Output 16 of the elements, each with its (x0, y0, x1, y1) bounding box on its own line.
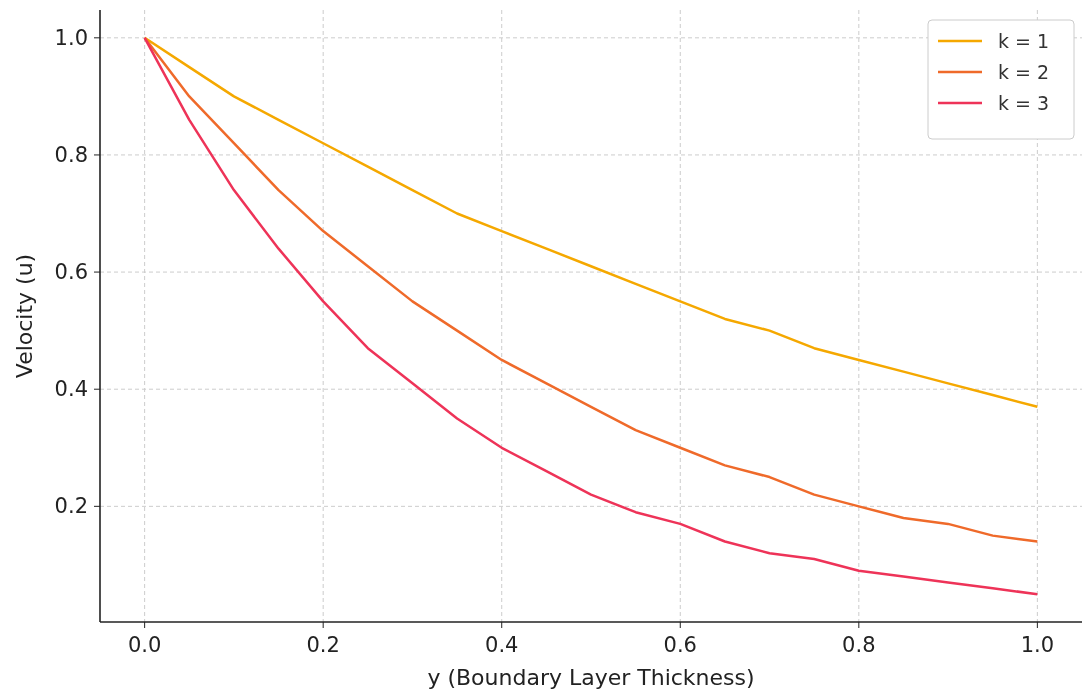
y-tick-label: 0.2 (54, 494, 88, 519)
y-axis-title: Velocity (u) (12, 253, 37, 379)
x-tick-label: 0.0 (127, 633, 162, 657)
legend-label: k = 3 (998, 92, 1050, 114)
y-tick-label: 0.8 (54, 142, 88, 167)
y-tick-label: 0.6 (54, 260, 88, 285)
legend-label: k = 1 (998, 30, 1050, 52)
x-tick-label: 0.8 (842, 633, 876, 657)
x-tick-label: 0.2 (306, 633, 340, 657)
x-tick-label: 1.0 (1020, 633, 1055, 657)
x-tick-label: 0.6 (663, 633, 697, 657)
legend-label: k = 2 (998, 61, 1050, 83)
y-tick-label: 0.4 (54, 377, 88, 402)
x-tick-label: 0.4 (485, 633, 519, 657)
y-tick-label: 1.0 (54, 25, 88, 50)
x-axis-title: y (Boundary Layer Thickness) (427, 665, 755, 690)
